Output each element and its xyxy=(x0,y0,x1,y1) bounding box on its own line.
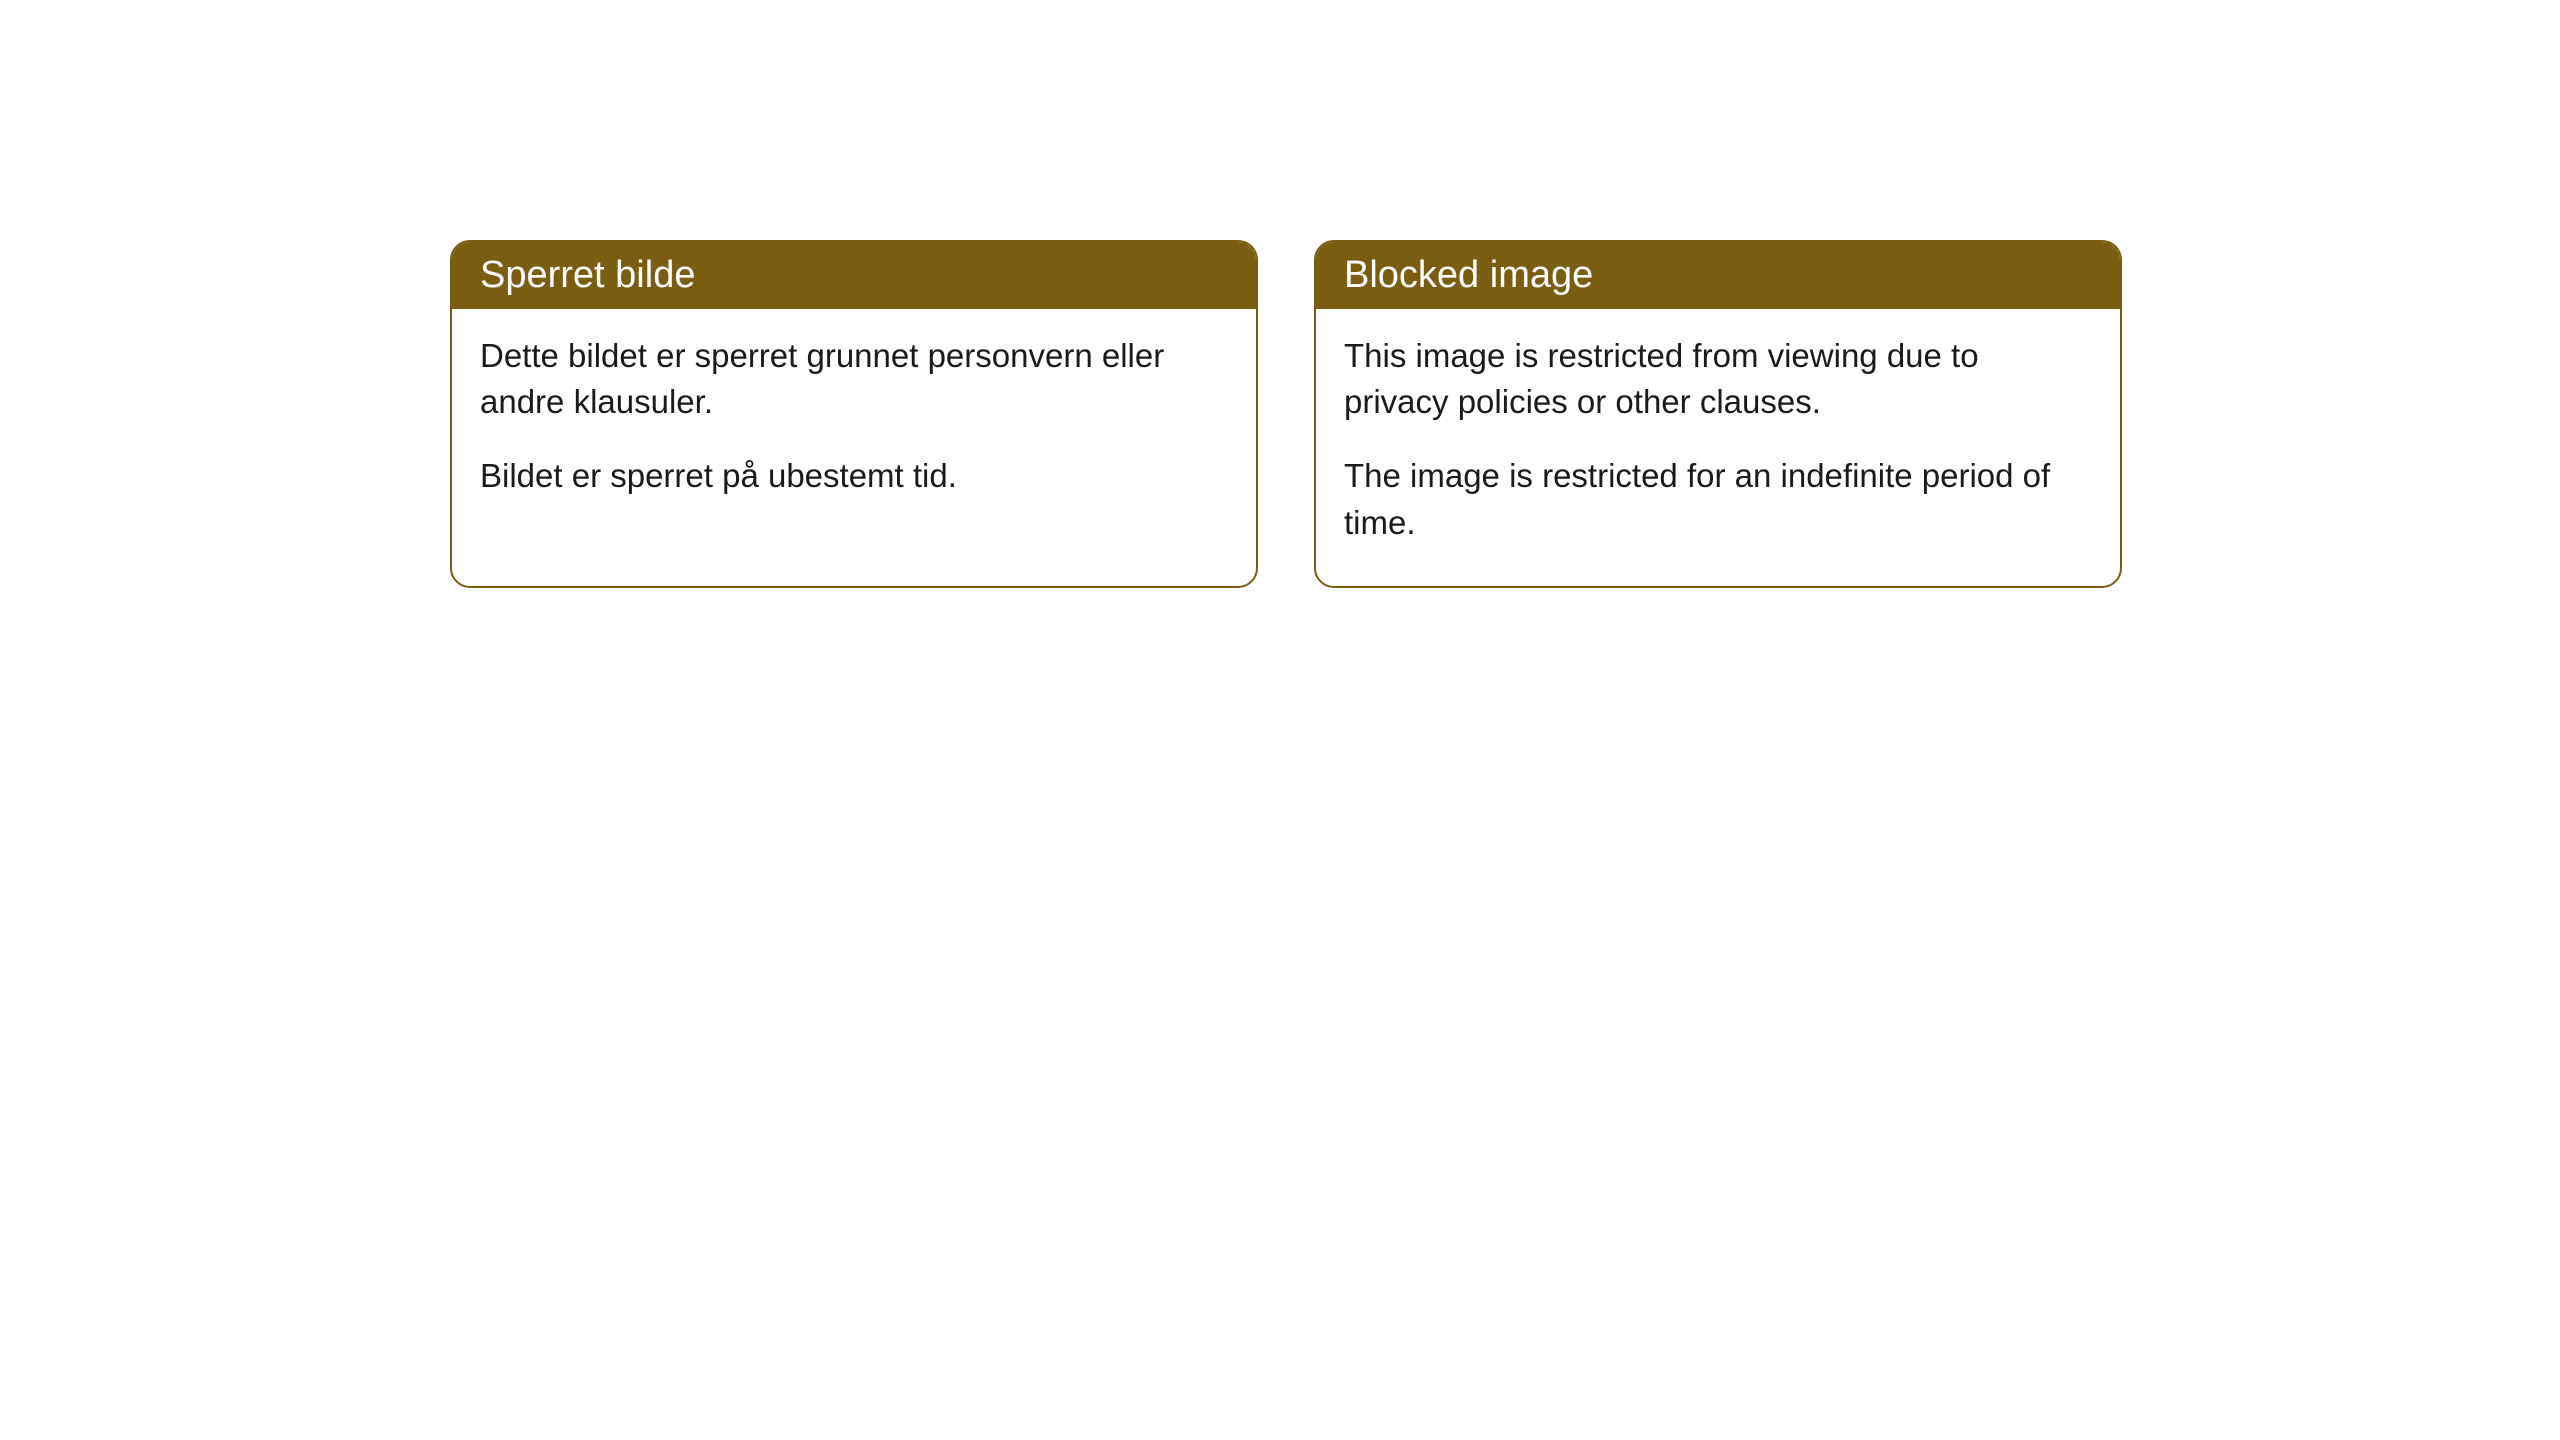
card-title: Sperret bilde xyxy=(480,254,695,296)
card-paragraph-2: The image is restricted for an indefinit… xyxy=(1344,453,2092,545)
card-header-english: Blocked image xyxy=(1316,242,2120,309)
card-title: Blocked image xyxy=(1344,254,1593,296)
blocked-image-card-english: Blocked image This image is restricted f… xyxy=(1314,240,2122,588)
card-body-norwegian: Dette bildet er sperret grunnet personve… xyxy=(452,309,1256,540)
cards-container: Sperret bilde Dette bildet er sperret gr… xyxy=(450,240,2560,588)
card-header-norwegian: Sperret bilde xyxy=(452,242,1256,309)
card-body-english: This image is restricted from viewing du… xyxy=(1316,309,2120,586)
blocked-image-card-norwegian: Sperret bilde Dette bildet er sperret gr… xyxy=(450,240,1258,588)
card-paragraph-2: Bildet er sperret på ubestemt tid. xyxy=(480,453,1228,499)
card-paragraph-1: This image is restricted from viewing du… xyxy=(1344,333,2092,425)
card-paragraph-1: Dette bildet er sperret grunnet personve… xyxy=(480,333,1228,425)
